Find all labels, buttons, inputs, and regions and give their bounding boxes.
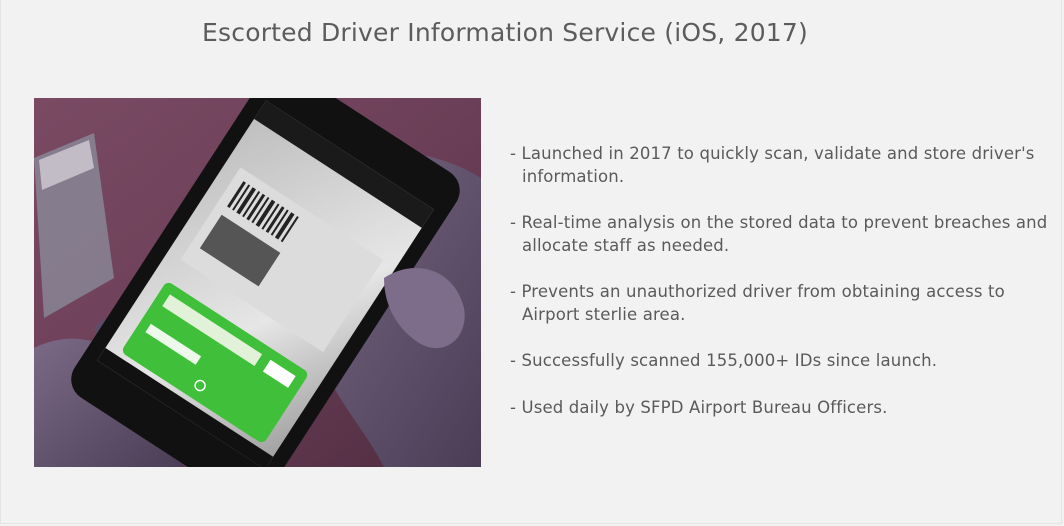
bullet-text: Successfully scanned 155,000+ IDs since … <box>521 351 938 370</box>
bullet-dash: - <box>510 282 522 301</box>
phone-scanning-id-photo <box>34 98 481 467</box>
list-item: - Used daily by SFPD Airport Bureau Offi… <box>510 397 1055 420</box>
bullet-dash: - <box>510 144 522 163</box>
bullet-text: Prevents an unauthorized driver from obt… <box>521 282 1005 324</box>
list-item: - Successfully scanned 155,000+ IDs sinc… <box>510 350 1055 373</box>
bullet-text: Launched in 2017 to quickly scan, valida… <box>521 144 1035 186</box>
list-item: - Real-time analysis on the stored data … <box>510 212 1055 257</box>
bullet-text: Real-time analysis on the stored data to… <box>521 213 1048 255</box>
list-item: - Prevents an unauthorized driver from o… <box>510 281 1055 326</box>
bullet-text: Used daily by SFPD Airport Bureau Office… <box>521 397 888 417</box>
bullet-dash: - <box>510 213 522 232</box>
page-title: Escorted Driver Information Service (iOS… <box>202 18 808 47</box>
list-item: - Launched in 2017 to quickly scan, vali… <box>510 143 1055 188</box>
feature-list: - Launched in 2017 to quickly scan, vali… <box>510 143 1055 443</box>
bullet-dash: - <box>510 351 522 370</box>
bullet-dash: - <box>510 397 522 417</box>
